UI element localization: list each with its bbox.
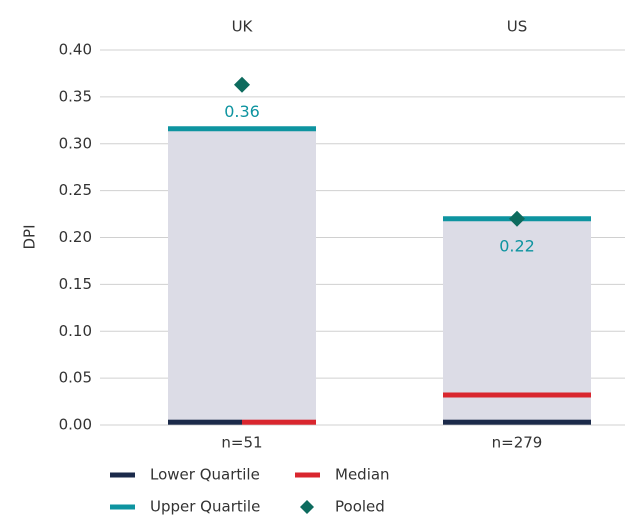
- legend-swatch: [110, 504, 135, 510]
- y-tick-label: 0.40: [59, 41, 92, 59]
- y-axis-label: DPI: [21, 224, 39, 249]
- category-label: UK: [232, 18, 254, 36]
- pooled-marker: [234, 76, 250, 93]
- value-label: 0.22: [499, 236, 535, 255]
- y-tick-label: 0.15: [59, 275, 92, 293]
- y-tick-label: 0.35: [59, 87, 92, 105]
- value-label: 0.36: [224, 102, 260, 121]
- median-line: [443, 392, 591, 398]
- legend-swatch: [295, 472, 320, 478]
- box: [168, 128, 316, 423]
- box: [443, 218, 591, 423]
- y-tick-label: 0.05: [59, 369, 92, 387]
- legend-label: Upper Quartile: [150, 498, 260, 516]
- legend-label: Lower Quartile: [150, 466, 260, 484]
- n-label: n=279: [492, 434, 543, 452]
- y-tick-label: 0.10: [59, 322, 92, 340]
- pooled-marker: [509, 210, 525, 227]
- median-line: [242, 419, 316, 425]
- y-tick-label: 0.00: [59, 416, 92, 434]
- y-tick-label: 0.30: [59, 134, 92, 152]
- legend-swatch: [110, 472, 135, 478]
- legend-marker: [300, 500, 314, 514]
- lower-quartile-line: [443, 419, 591, 425]
- n-label: n=51: [221, 434, 262, 452]
- y-tick-label: 0.25: [59, 181, 92, 199]
- legend-label: Pooled: [335, 498, 385, 516]
- lower-quartile-line: [168, 419, 242, 425]
- upper-quartile-line: [168, 126, 316, 132]
- y-tick-label: 0.20: [59, 228, 92, 246]
- legend-label: Median: [335, 466, 390, 484]
- category-label: US: [507, 18, 528, 36]
